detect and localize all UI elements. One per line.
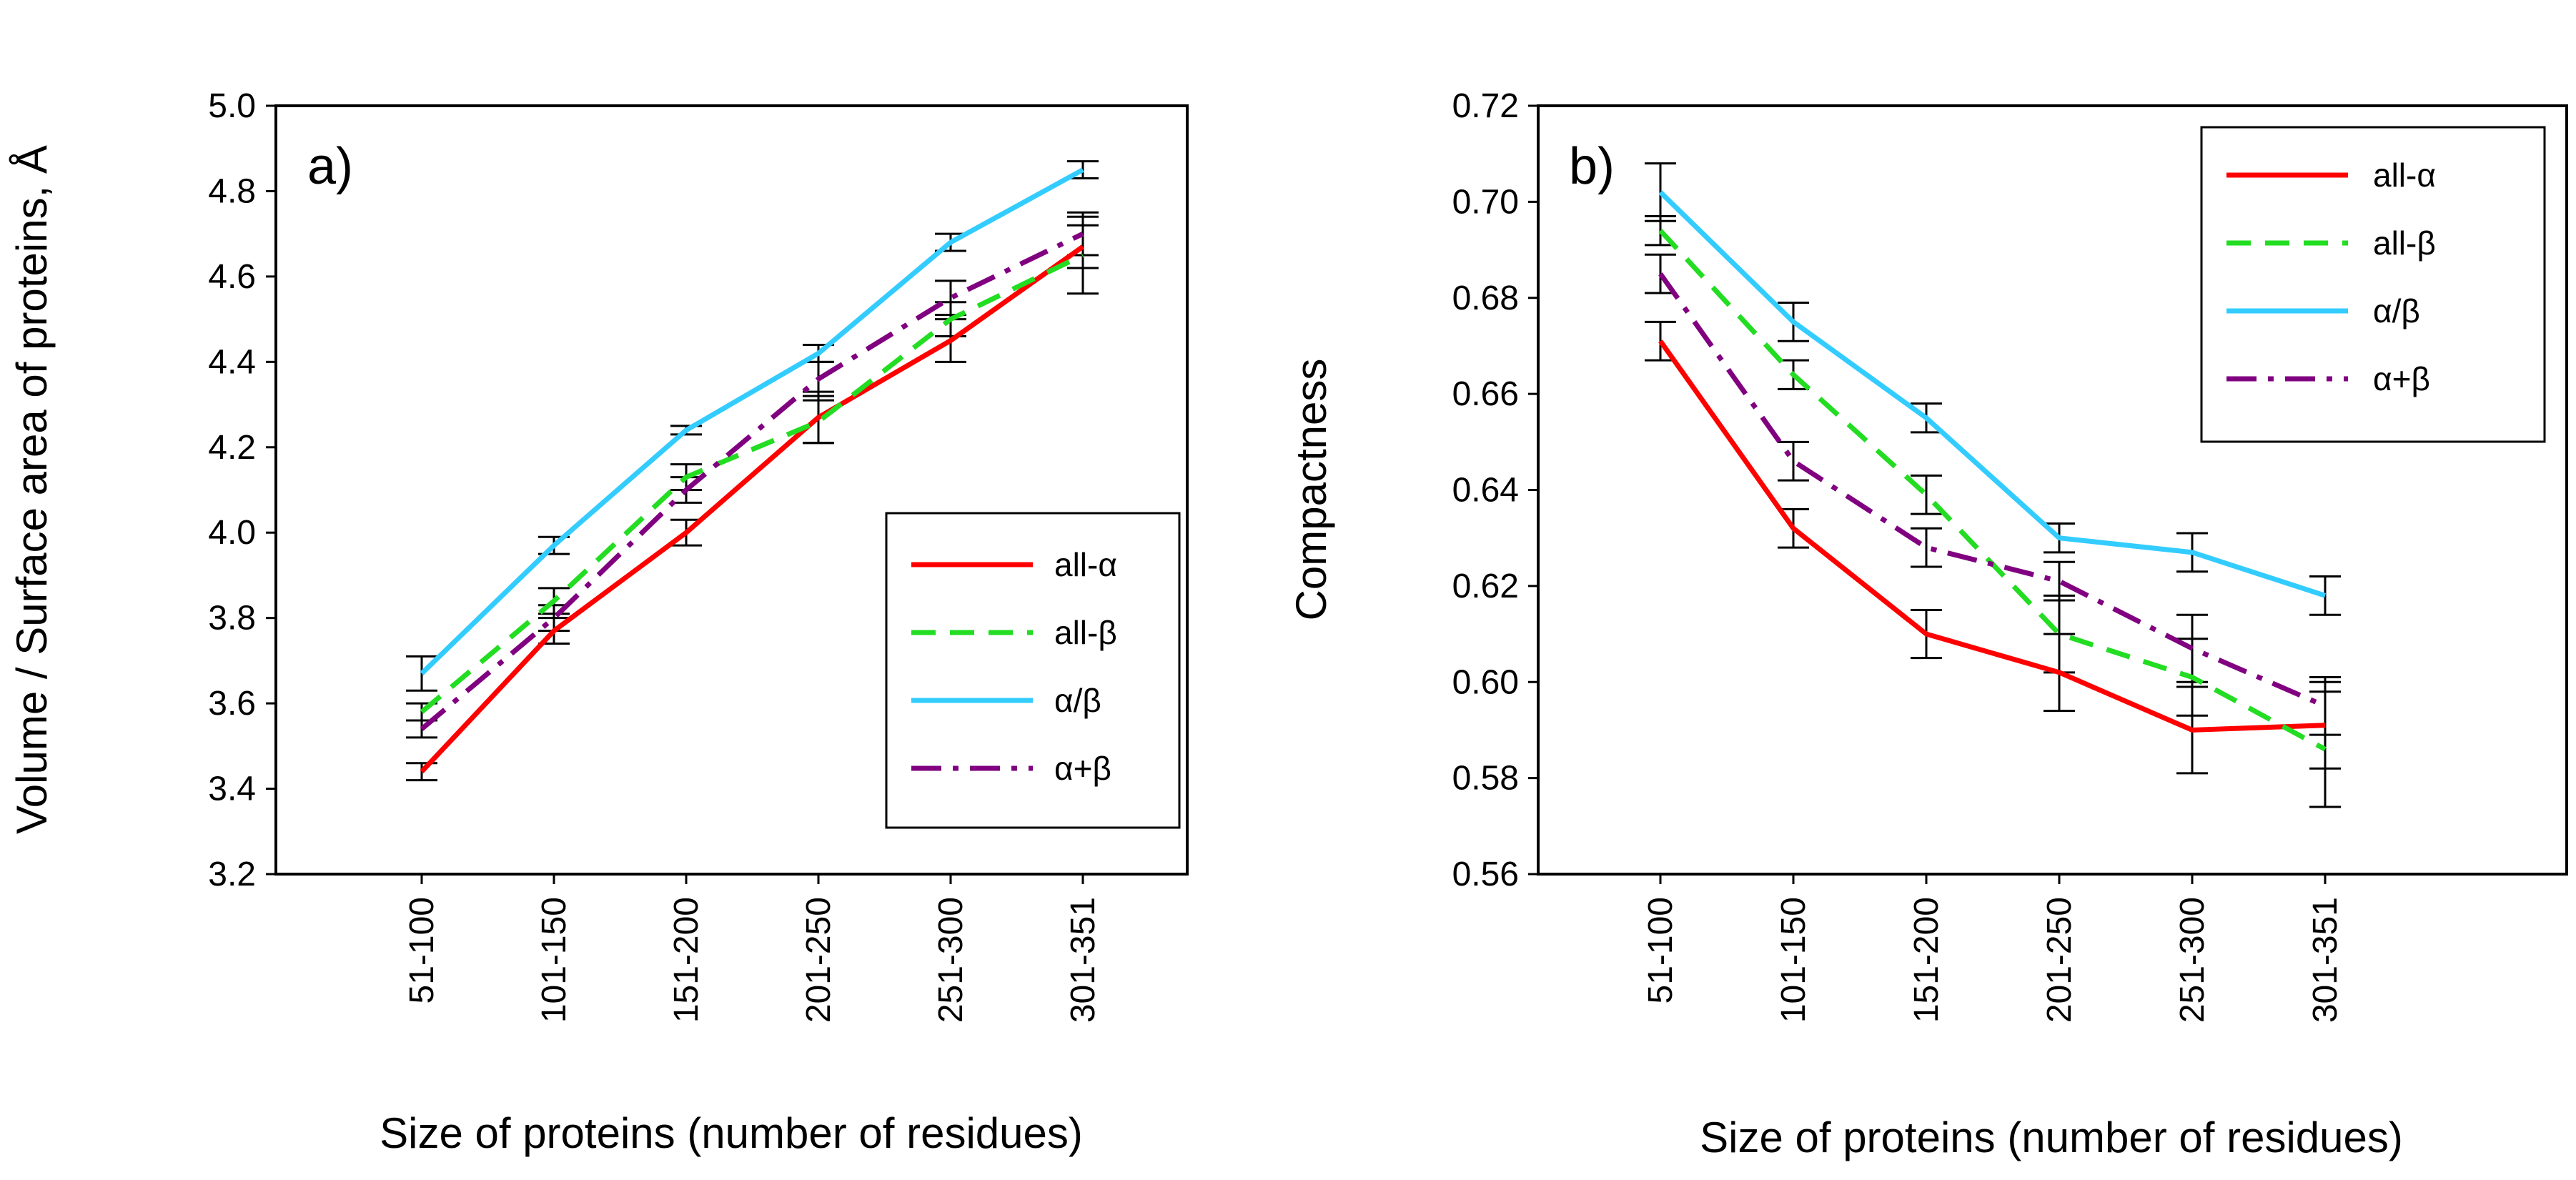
- y-tick-label: 0.70: [1452, 183, 1519, 221]
- legend-label: all-α: [2373, 157, 2436, 194]
- y-tick-label: 0.56: [1452, 856, 1519, 893]
- x-axis-title-b: Size of proteins (number of residues): [1700, 1114, 2403, 1161]
- legend-box-a: [885, 512, 1181, 829]
- y-tick-label: 4.2: [208, 429, 256, 467]
- x-tick-label: 301-351: [1064, 897, 1102, 1023]
- y-tick-label: 3.6: [208, 685, 256, 723]
- plot-frame-a: [274, 104, 1189, 876]
- x-ticks-b: 51-100 101-150 151-200 201-250 251-300 301-35…: [1642, 874, 2344, 1023]
- legend-label: α/β: [2373, 292, 2420, 329]
- y-ticks-a: 3.2 3.4 3.6 3.8 4.0 4.2 4.4 4.6 4.8 5.0: [208, 87, 276, 893]
- y-axis-title-a: Volume / Surface area of proteins, Å: [8, 145, 56, 834]
- legend-label: all-α: [1054, 546, 1117, 583]
- x-tick-label: 101-150: [1775, 897, 1813, 1023]
- series-lines-a: [420, 167, 1085, 774]
- y-tick-label: 3.2: [208, 856, 256, 893]
- y-tick-label: 4.6: [208, 258, 256, 296]
- panel-a: 3.2 3.4 3.6 3.8 4.0 4.2 4.4 4.6 4.8 5.0 51-100 101…: [8, 87, 1189, 1157]
- panel-label-a: a): [307, 138, 353, 195]
- y-tick-label: 4.0: [208, 514, 256, 552]
- x-tick-label: 51-100: [1642, 897, 1680, 1003]
- x-tick-label: 151-200: [668, 897, 705, 1023]
- legend-label: α/β: [1054, 682, 1101, 719]
- series-line: [1658, 272, 2327, 709]
- x-tick-label: 301-351: [2307, 897, 2344, 1023]
- legend-label: all-β: [1054, 614, 1117, 651]
- series-line: [1658, 339, 2326, 733]
- legend-label: all-β: [2373, 224, 2436, 262]
- legend-box-b: [2200, 126, 2546, 443]
- y-tick-label: 0.60: [1452, 663, 1519, 701]
- x-tick-label: 101-150: [535, 897, 573, 1023]
- series-line: [420, 244, 1085, 774]
- legend-label: α+β: [2373, 360, 2430, 397]
- panel-b: 0.56 0.58 0.60 0.62 0.64 0.66 0.68 0.70 0.72 51-…: [1287, 87, 2568, 1161]
- y-tick-label: 0.64: [1452, 472, 1519, 510]
- x-tick-label: 51-100: [403, 897, 441, 1003]
- legend-b: all-α all-β α/β α+β: [2200, 126, 2546, 443]
- panel-label-b: b): [1569, 138, 1615, 195]
- y-tick-label: 4.8: [208, 172, 256, 210]
- x-ticks-a: 51-100 101-150 151-200 201-250 251-300 301-35…: [403, 874, 1102, 1023]
- x-tick-label: 251-300: [932, 897, 970, 1023]
- y-tick-label: 4.4: [208, 343, 256, 381]
- y-tick-label: 3.4: [208, 770, 256, 808]
- series-line: [420, 167, 1084, 675]
- x-tick-label: 201-250: [2041, 897, 2079, 1023]
- series-line: [420, 252, 1084, 714]
- x-tick-label: 151-200: [1908, 897, 1946, 1023]
- y-tick-label: 0.72: [1452, 87, 1519, 125]
- x-tick-label: 201-250: [800, 897, 838, 1023]
- y-tick-label: 3.8: [208, 600, 256, 638]
- y-tick-label: 0.68: [1452, 279, 1519, 317]
- series-line: [420, 232, 1084, 731]
- x-tick-label: 251-300: [2174, 897, 2211, 1023]
- y-axis-title-b: Compactness: [1287, 359, 1335, 621]
- y-tick-label: 0.62: [1452, 567, 1519, 605]
- y-ticks-b: 0.56 0.58 0.60 0.62 0.64 0.66 0.68 0.70 0.72: [1452, 87, 1538, 893]
- legend-a: all-α all-β α/β α+β: [885, 512, 1181, 829]
- y-tick-label: 0.66: [1452, 375, 1519, 413]
- series-line: [1658, 190, 2327, 598]
- x-axis-title-a: Size of proteins (number of residues): [380, 1109, 1083, 1157]
- y-tick-label: 5.0: [208, 87, 256, 125]
- series-lines-b: [1658, 190, 2327, 752]
- y-tick-label: 0.58: [1452, 760, 1519, 798]
- legend-label: α+β: [1054, 750, 1111, 787]
